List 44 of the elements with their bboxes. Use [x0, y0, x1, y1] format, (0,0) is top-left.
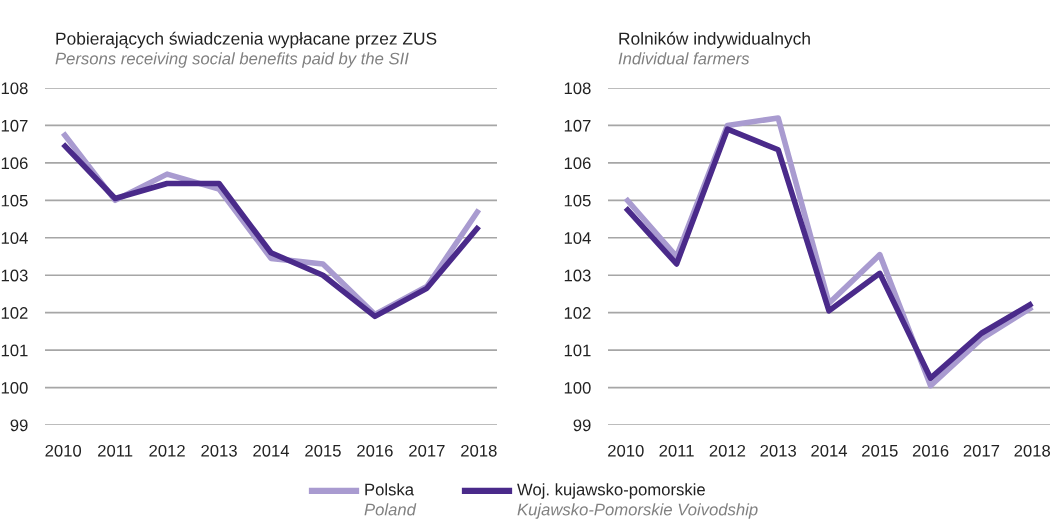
x-tick-label: 2016 [912, 444, 949, 457]
x-tick-label: 2013 [201, 444, 237, 457]
x-tick-label: 2015 [862, 444, 898, 457]
y-tick-label: 101 [564, 344, 591, 357]
chart-subtitle: Individual farmers [618, 52, 750, 65]
y-tick-label: 108 [564, 82, 591, 95]
x-tick-label: 2012 [709, 444, 746, 457]
chart-subtitle: Persons receiving social benefits paid by the SII [55, 52, 409, 68]
y-tick-label: 99 [10, 419, 28, 432]
y-tick-label: 103 [564, 269, 591, 282]
legend-label: Polska Poland [364, 483, 417, 516]
y-tick-label: 102 [564, 307, 591, 319]
y-tick-label: 105 [1, 194, 28, 207]
y-tick-label: 108 [1, 82, 28, 95]
x-tick-label: 2011 [98, 444, 133, 457]
y-tick-label: 107 [1, 119, 28, 132]
y-tick-label: 101 [1, 344, 28, 357]
x-tick-label: 2017 [409, 444, 445, 457]
y-tick-label: 103 [1, 269, 28, 282]
y-tick-label: 106 [564, 157, 591, 170]
y-tick-label: 104 [564, 232, 591, 244]
x-tick-label: 2014 [811, 444, 848, 457]
y-tick-label: 107 [564, 119, 591, 132]
y-tick-label: 99 [573, 419, 591, 432]
x-tick-label: 2018 [461, 444, 497, 457]
y-tick-label: 105 [564, 194, 591, 207]
x-tick-label: 2010 [45, 444, 82, 457]
x-tick-label: 2018 [1014, 444, 1051, 457]
x-tick-label: 2016 [357, 444, 393, 457]
chart-title: Pobierających świadczenia wypłacane przez ZUS [56, 31, 437, 49]
x-tick-label: 2014 [253, 444, 290, 457]
chart-title: Rolników indywidualnych [619, 31, 810, 49]
x-tick-label: 2017 [963, 444, 1000, 457]
x-tick-label: 2012 [149, 444, 185, 457]
x-tick-label: 2010 [608, 444, 644, 457]
y-tick-label: 100 [1, 381, 28, 394]
x-tick-label: 2011 [659, 444, 694, 457]
y-tick-label: 100 [564, 381, 591, 394]
x-tick-label: 2013 [760, 444, 796, 457]
y-tick-label: 102 [1, 307, 28, 319]
legend-label: Woj. kujawsko-pomorskie Kujawsko-Pomorskie Voivodship [517, 483, 758, 519]
x-tick-label: 2015 [305, 444, 341, 457]
y-tick-label: 104 [1, 232, 28, 244]
y-tick-label: 106 [1, 157, 28, 170]
